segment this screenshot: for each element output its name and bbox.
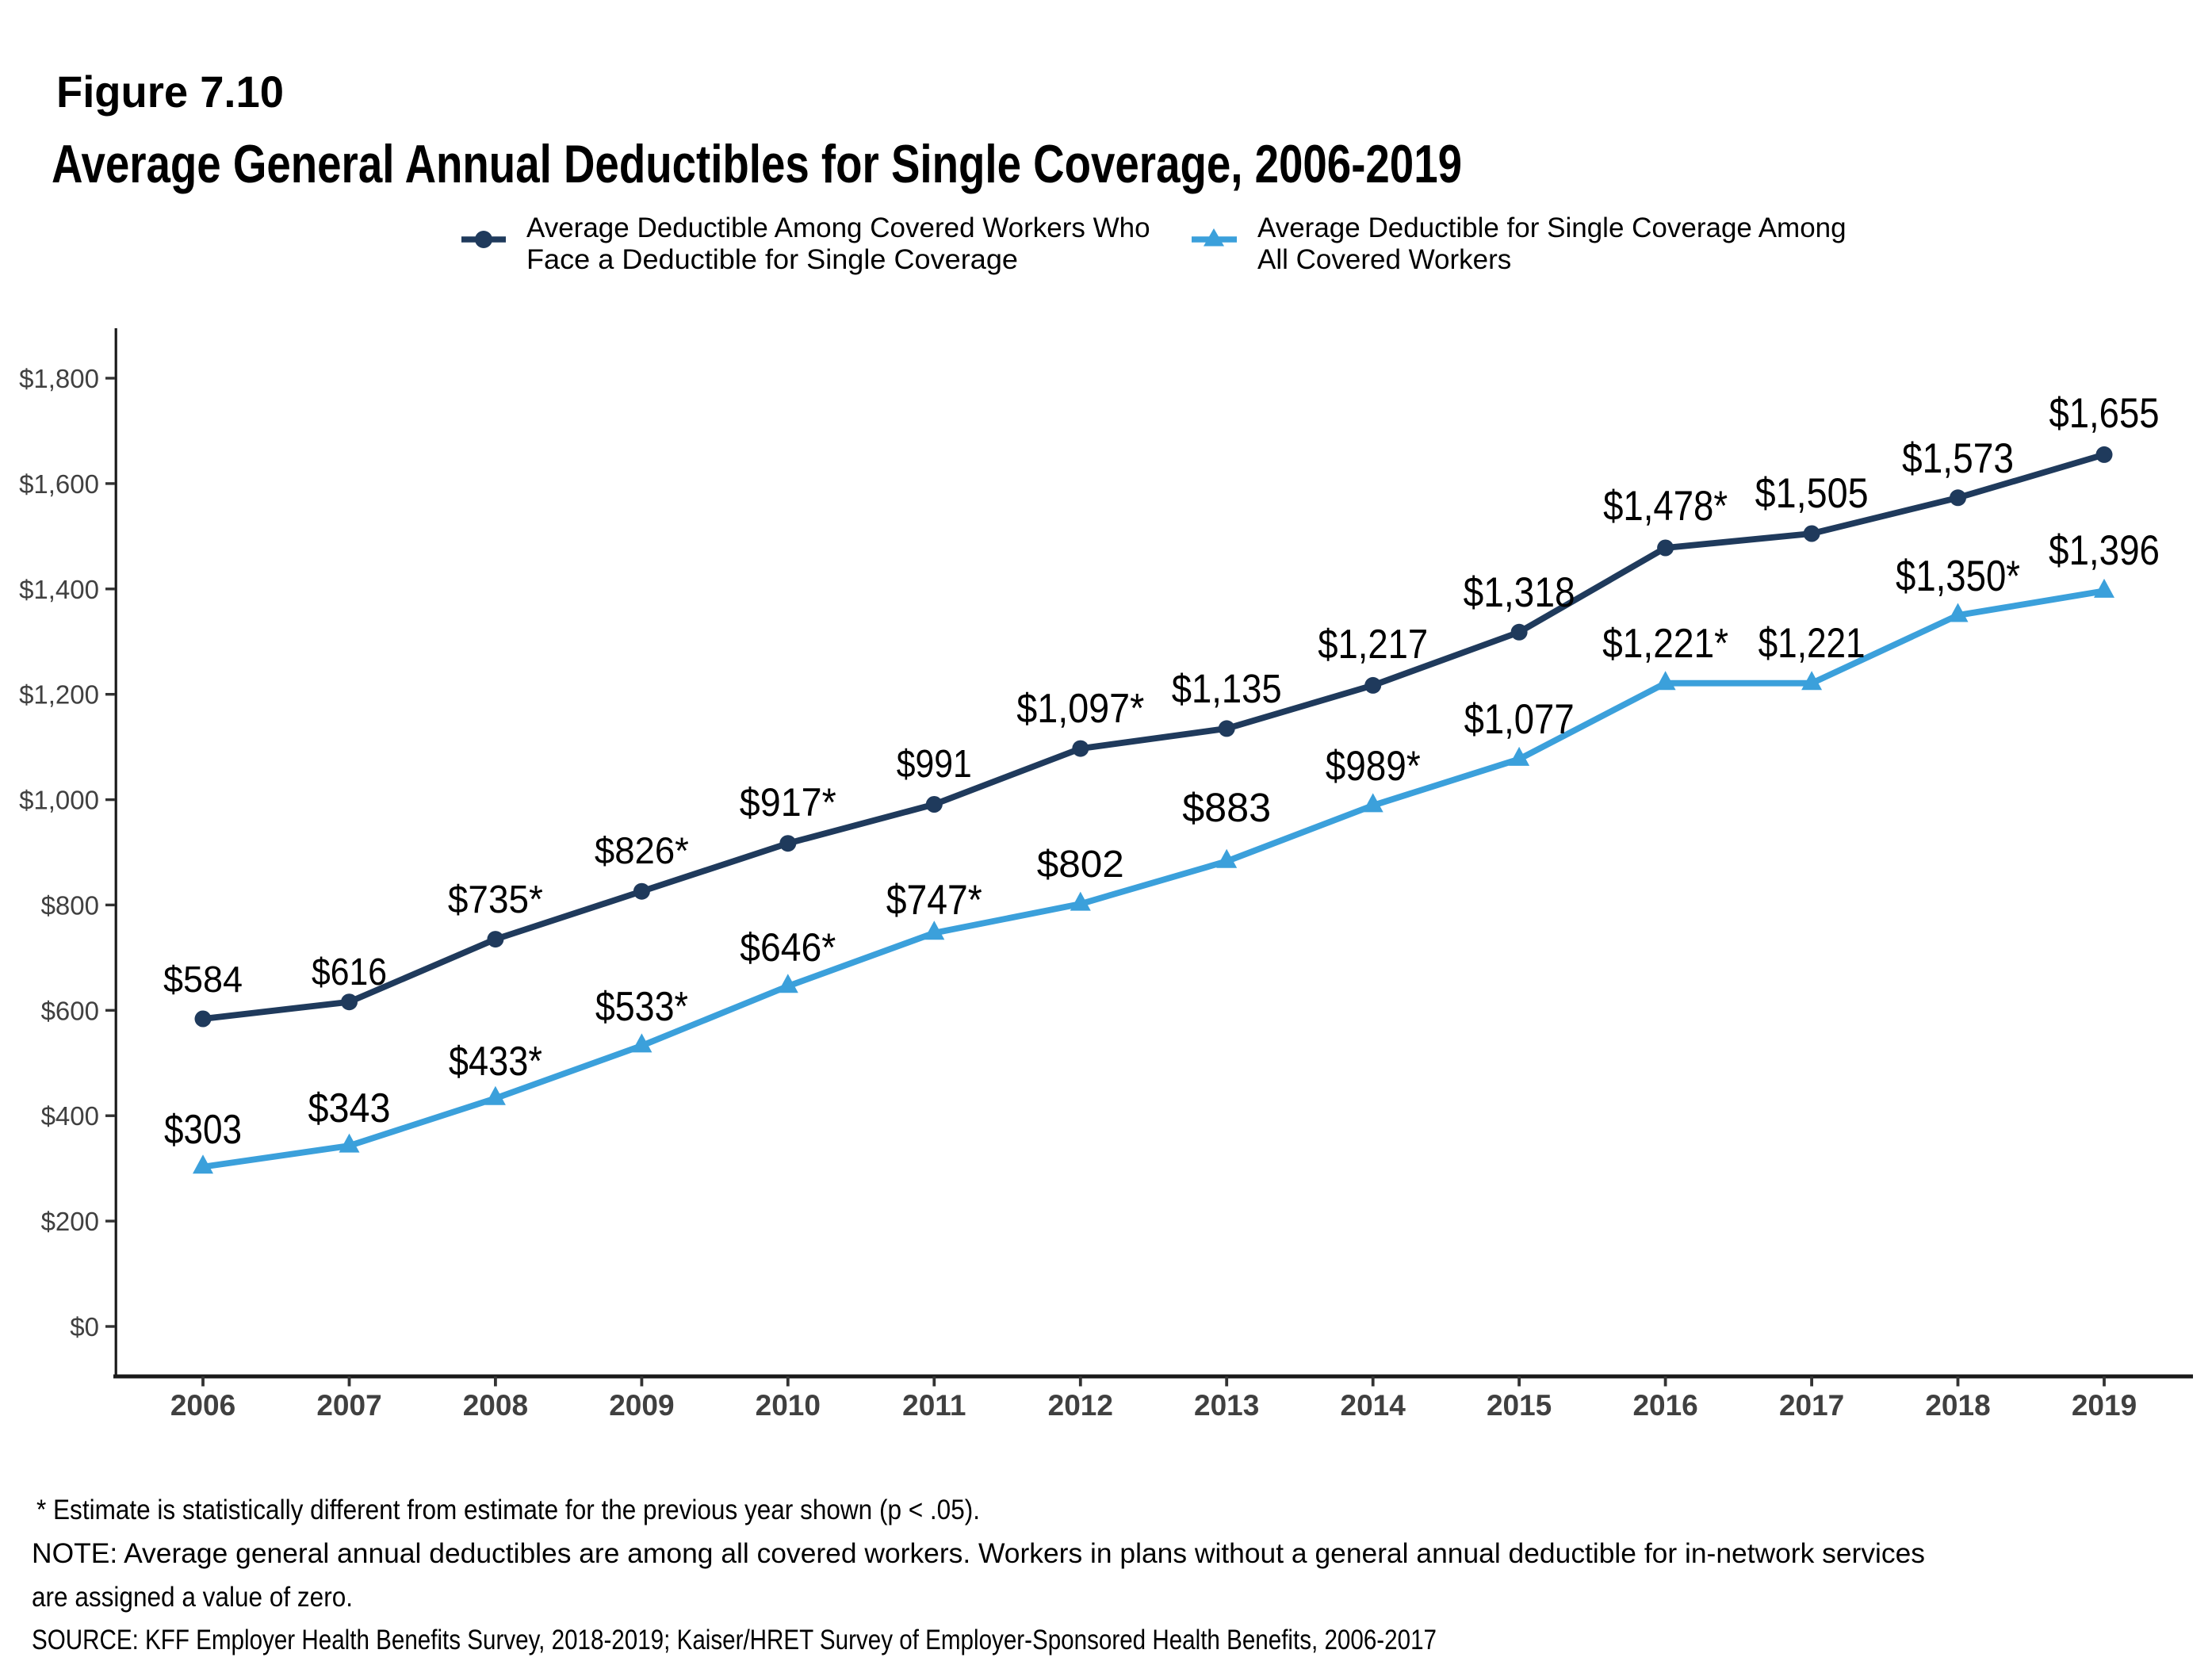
svg-text:2012: 2012 bbox=[1048, 1389, 1113, 1422]
svg-text:Average General Annual Deducti: Average General Annual Deductibles for S… bbox=[52, 134, 1462, 194]
svg-text:SOURCE: KFF Employer Health Be: SOURCE: KFF Employer Health Benefits Sur… bbox=[32, 1625, 1437, 1655]
svg-text:2007: 2007 bbox=[316, 1389, 381, 1422]
svg-text:$1,318: $1,318 bbox=[1464, 569, 1575, 616]
svg-text:$917*: $917* bbox=[740, 780, 836, 825]
svg-text:Face a Deductible for Single C: Face a Deductible for Single Coverage bbox=[526, 244, 1018, 275]
svg-text:NOTE: Average general annual d: NOTE: Average general annual deductibles… bbox=[32, 1538, 1925, 1569]
svg-text:$1,221: $1,221 bbox=[1759, 620, 1866, 667]
svg-text:$616: $616 bbox=[312, 951, 387, 993]
svg-text:$1,800: $1,800 bbox=[19, 364, 99, 393]
svg-text:2006: 2006 bbox=[170, 1389, 235, 1422]
svg-text:$1,221*: $1,221* bbox=[1602, 621, 1728, 667]
svg-text:$400: $400 bbox=[41, 1101, 99, 1131]
svg-text:2010: 2010 bbox=[756, 1389, 821, 1422]
svg-text:$200: $200 bbox=[41, 1207, 99, 1236]
svg-text:$533*: $533* bbox=[595, 984, 688, 1030]
svg-text:$826*: $826* bbox=[595, 829, 689, 871]
svg-text:2016: 2016 bbox=[1632, 1389, 1697, 1422]
svg-text:$1,478*: $1,478* bbox=[1603, 483, 1728, 530]
svg-text:$343: $343 bbox=[308, 1085, 391, 1131]
svg-text:Average Deductible Among Cover: Average Deductible Among Covered Workers… bbox=[526, 212, 1150, 243]
svg-text:$600: $600 bbox=[41, 996, 99, 1025]
svg-text:$883: $883 bbox=[1182, 785, 1271, 830]
svg-text:$303: $303 bbox=[164, 1107, 242, 1153]
svg-text:$1,505: $1,505 bbox=[1755, 470, 1869, 517]
svg-text:$1,600: $1,600 bbox=[19, 469, 99, 499]
svg-text:2019: 2019 bbox=[2072, 1389, 2137, 1422]
svg-text:2018: 2018 bbox=[1925, 1389, 1990, 1422]
svg-text:$1,400: $1,400 bbox=[19, 575, 99, 604]
svg-text:$747*: $747* bbox=[886, 877, 982, 924]
svg-text:2008: 2008 bbox=[463, 1389, 528, 1422]
svg-text:$1,077: $1,077 bbox=[1464, 696, 1575, 743]
svg-text:Average Deductible for Single: Average Deductible for Single Coverage A… bbox=[1257, 212, 1847, 243]
svg-text:$1,135: $1,135 bbox=[1172, 666, 1282, 711]
svg-text:$646*: $646* bbox=[740, 925, 836, 970]
svg-text:$802: $802 bbox=[1037, 844, 1124, 886]
svg-text:All Covered Workers: All Covered Workers bbox=[1257, 244, 1511, 275]
svg-text:$800: $800 bbox=[41, 890, 99, 920]
svg-text:$1,396: $1,396 bbox=[2049, 527, 2160, 574]
svg-text:$433*: $433* bbox=[449, 1039, 542, 1085]
svg-text:Figure 7.10: Figure 7.10 bbox=[56, 67, 284, 117]
svg-text:$1,573: $1,573 bbox=[1902, 435, 2014, 482]
svg-text:$1,097*: $1,097* bbox=[1016, 686, 1144, 732]
svg-text:$1,217: $1,217 bbox=[1318, 622, 1428, 668]
svg-text:2013: 2013 bbox=[1194, 1389, 1259, 1422]
svg-text:2015: 2015 bbox=[1487, 1389, 1552, 1422]
svg-text:* Estimate is statistically di: * Estimate is statistically different fr… bbox=[36, 1495, 980, 1525]
svg-text:$735*: $735* bbox=[448, 878, 543, 921]
svg-text:2017: 2017 bbox=[1779, 1389, 1844, 1422]
svg-text:$1,000: $1,000 bbox=[19, 786, 99, 815]
svg-text:are assigned a value of zero.: are assigned a value of zero. bbox=[32, 1582, 353, 1613]
svg-text:2009: 2009 bbox=[609, 1389, 674, 1422]
svg-text:$991: $991 bbox=[897, 743, 972, 786]
svg-text:$1,350*: $1,350* bbox=[1896, 551, 2020, 600]
svg-text:$989*: $989* bbox=[1326, 743, 1421, 790]
svg-text:$1,200: $1,200 bbox=[19, 680, 99, 710]
svg-text:$584: $584 bbox=[163, 959, 243, 1000]
svg-text:$0: $0 bbox=[70, 1312, 99, 1342]
svg-text:2011: 2011 bbox=[902, 1389, 966, 1422]
svg-text:$1,655: $1,655 bbox=[2049, 390, 2160, 437]
svg-text:2014: 2014 bbox=[1341, 1389, 1406, 1422]
